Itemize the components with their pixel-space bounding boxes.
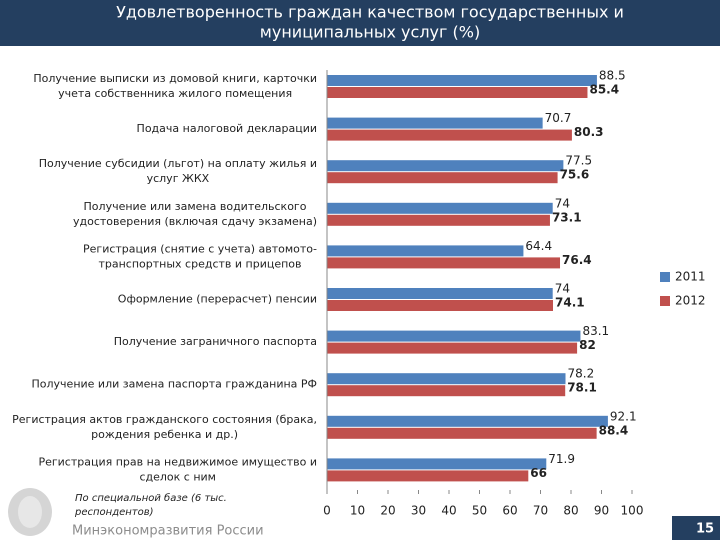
category-label: Получение субсидии (льгот) на оплату жил… — [39, 157, 317, 170]
x-tick-label: 100 — [621, 504, 644, 518]
category-label: Регистрация (снятие с учета) автомото- — [83, 242, 317, 255]
bar — [327, 342, 578, 354]
value-label: 92.1 — [610, 409, 637, 423]
category-label: сделок с ним — [139, 470, 216, 483]
category-label: Подача налоговой декларации — [137, 122, 317, 135]
category-label: учета собственника жилого помещения — [58, 87, 292, 100]
value-label: 88.5 — [599, 69, 626, 83]
bar — [327, 117, 543, 129]
category-label: Регистрация прав на недвижимое имущество… — [38, 455, 317, 468]
note: По специальной базе (6 тыс. — [75, 492, 227, 504]
bar — [327, 214, 550, 226]
category-label: рождения ребенка и др.) — [91, 428, 238, 441]
value-label: 82 — [579, 338, 596, 352]
x-tick-label: 0 — [323, 504, 331, 518]
value-label: 78.1 — [567, 381, 597, 395]
value-label: 75.6 — [560, 168, 590, 182]
bar — [327, 330, 581, 342]
x-tick-label: 50 — [472, 504, 487, 518]
category-label: Получение заграничного паспорта — [114, 335, 317, 348]
x-tick-label: 60 — [502, 504, 517, 518]
emblem — [8, 488, 52, 536]
page-number-box — [672, 516, 720, 540]
bar — [327, 470, 529, 482]
value-label: 76.4 — [562, 253, 592, 267]
category-label: удостоверения (включая сдачу экзамена) — [73, 215, 317, 228]
category-label: транспортных средств и прицепов — [98, 257, 301, 270]
bar — [327, 202, 553, 214]
bar — [327, 257, 561, 269]
x-tick-label: 30 — [411, 504, 426, 518]
value-label: 78.2 — [568, 367, 595, 381]
bar — [327, 373, 566, 385]
x-tick-label: 70 — [533, 504, 548, 518]
category-label: Получение выписки из домовой книги, карт… — [33, 72, 317, 85]
page-number: 15 — [696, 522, 714, 537]
bar — [327, 415, 608, 427]
legend-swatch — [660, 272, 670, 282]
category-label: Оформление (перерасчет) пенсии — [118, 293, 317, 306]
header-bar — [0, 0, 720, 46]
legend-swatch — [660, 296, 670, 306]
category-label: Получение или замена паспорта гражданина… — [32, 378, 317, 391]
x-tick-label: 80 — [563, 504, 578, 518]
slide-title: муниципальных услуг (%) — [260, 23, 480, 42]
value-label: 70.7 — [545, 111, 572, 125]
value-label: 74.1 — [555, 296, 585, 310]
value-label: 73.1 — [552, 210, 582, 224]
value-label: 64.4 — [525, 239, 552, 253]
value-label: 74 — [555, 282, 570, 296]
value-label: 80.3 — [574, 125, 604, 139]
x-tick-label: 10 — [350, 504, 365, 518]
value-label: 74 — [555, 196, 570, 210]
footer: Минэкономразвития России — [72, 524, 264, 539]
x-tick-label: 90 — [594, 504, 609, 518]
bar — [327, 87, 588, 98]
value-label: 83.1 — [582, 324, 609, 338]
x-tick-label: 40 — [441, 504, 456, 518]
slide-title: Удовлетворенность граждан качеством госу… — [116, 3, 624, 22]
value-label: 88.4 — [599, 423, 629, 437]
category-label: услуг ЖКХ — [147, 172, 210, 185]
bar — [327, 75, 597, 86]
note: респондентов) — [74, 507, 154, 518]
bar — [327, 288, 553, 299]
bar — [327, 458, 547, 470]
value-label: 71.9 — [548, 452, 575, 466]
value-label: 77.5 — [565, 154, 592, 168]
bar — [327, 129, 572, 141]
category-label: Получение или замена водительского — [84, 200, 307, 213]
bar — [327, 300, 554, 311]
legend-label: 2011 — [675, 270, 706, 284]
value-label: 66 — [530, 466, 547, 480]
bar — [327, 427, 597, 439]
x-tick-label: 20 — [380, 504, 395, 518]
category-label: Регистрация актов гражданского состояния… — [12, 413, 317, 426]
bar — [327, 245, 524, 257]
value-label: 85.4 — [589, 83, 619, 97]
legend-label: 2012 — [675, 294, 706, 308]
bar — [327, 385, 566, 397]
bar — [327, 160, 564, 172]
bar — [327, 172, 558, 184]
